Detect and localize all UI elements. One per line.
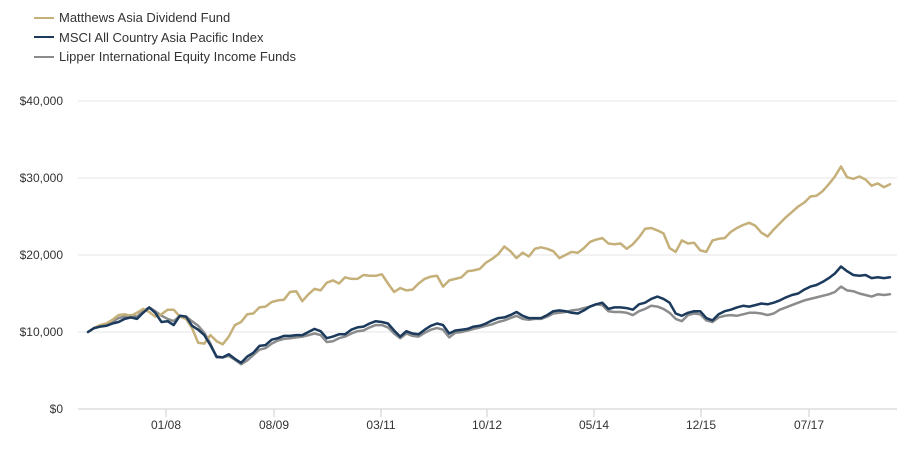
x-tick-label: 07/17 bbox=[794, 418, 824, 432]
legend-swatch-msci bbox=[34, 36, 54, 39]
legend-label-lipper: Lipper International Equity Income Funds bbox=[59, 49, 297, 65]
x-tick-label: 10/12 bbox=[472, 418, 502, 432]
series-line-msci[interactable] bbox=[86, 265, 892, 365]
legend-label-matthews: Matthews Asia Dividend Fund bbox=[59, 10, 231, 26]
y-tick-label: $30,000 bbox=[20, 171, 64, 185]
x-tick-label: 08/09 bbox=[259, 418, 289, 432]
y-tick-label: $10,000 bbox=[20, 325, 64, 339]
legend-swatch-matthews bbox=[34, 16, 54, 19]
legend-swatch-lipper bbox=[34, 55, 54, 58]
y-tick-label: $40,000 bbox=[20, 94, 64, 108]
legend-item-msci[interactable]: MSCI All Country Asia Pacific Index bbox=[34, 28, 296, 48]
x-tick-label: 05/14 bbox=[579, 418, 609, 432]
series-line-lipper[interactable] bbox=[86, 285, 892, 366]
x-tick-label: 03/11 bbox=[366, 418, 395, 432]
y-tick-label: $0 bbox=[50, 402, 64, 416]
x-tick-label: 12/15 bbox=[686, 418, 716, 432]
legend-label-msci: MSCI All Country Asia Pacific Index bbox=[59, 29, 264, 45]
chart-legend: Matthews Asia Dividend Fund MSCI All Cou… bbox=[34, 8, 296, 67]
y-tick-label: $20,000 bbox=[20, 248, 64, 262]
x-tick-label: 01/08 bbox=[151, 418, 181, 432]
series-line-matthews[interactable] bbox=[86, 165, 892, 346]
legend-item-lipper[interactable]: Lipper International Equity Income Funds bbox=[34, 47, 296, 67]
legend-item-matthews[interactable]: Matthews Asia Dividend Fund bbox=[34, 8, 296, 28]
